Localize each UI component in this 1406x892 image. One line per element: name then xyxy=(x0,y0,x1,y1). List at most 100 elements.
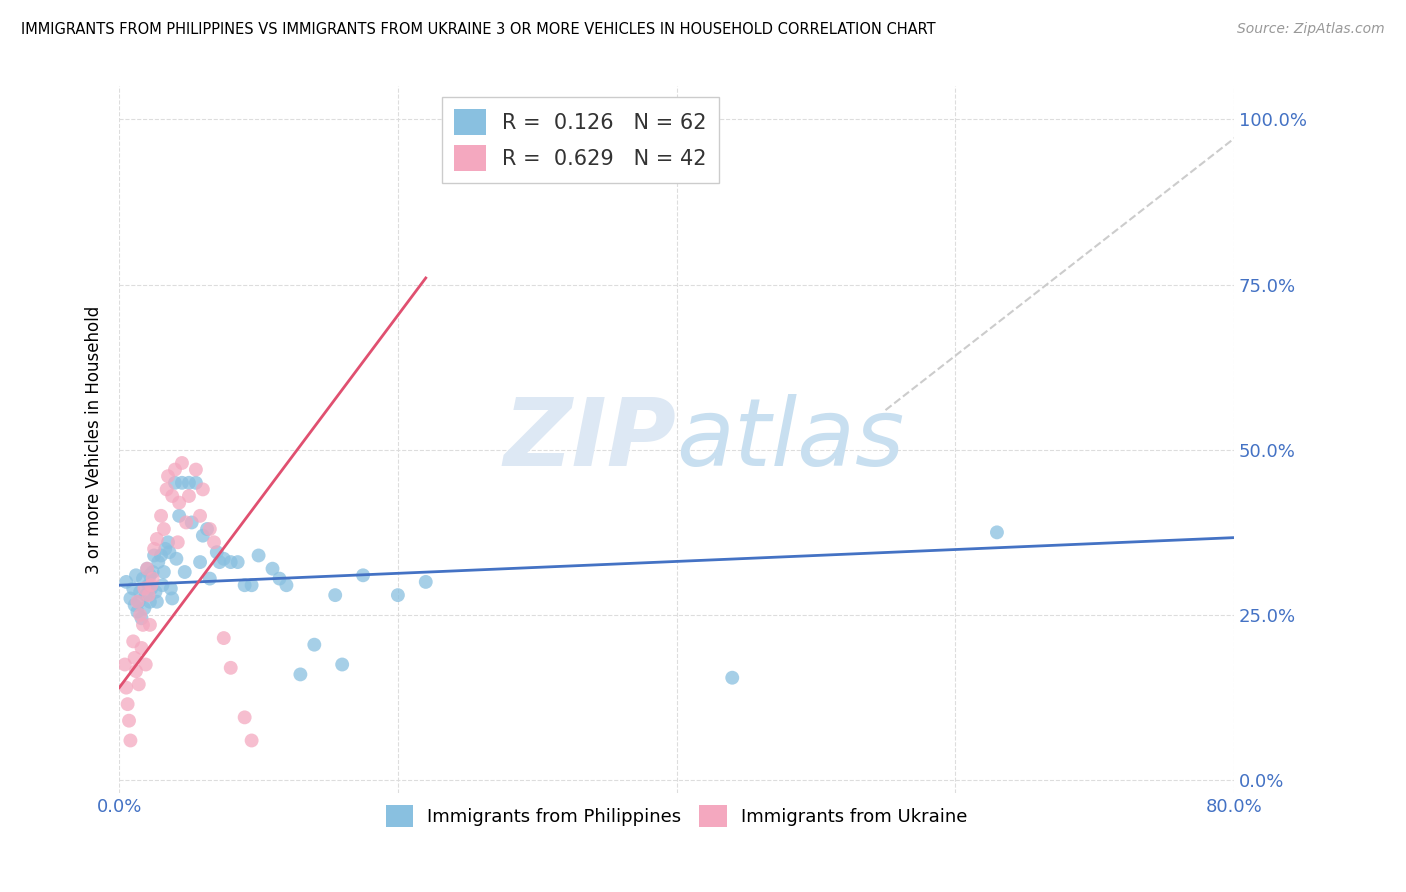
Point xyxy=(721,671,744,685)
Point xyxy=(143,549,166,563)
Point xyxy=(173,565,195,579)
Point xyxy=(125,568,148,582)
Point xyxy=(150,508,173,523)
Point xyxy=(127,595,149,609)
Point xyxy=(160,489,183,503)
Point xyxy=(155,541,177,556)
Point xyxy=(208,555,231,569)
Point xyxy=(142,565,165,579)
Point xyxy=(134,582,156,596)
Point xyxy=(212,631,235,645)
Text: IMMIGRANTS FROM PHILIPPINES VS IMMIGRANTS FROM UKRAINE 3 OR MORE VEHICLES IN HOU: IMMIGRANTS FROM PHILIPPINES VS IMMIGRANT… xyxy=(21,22,936,37)
Point xyxy=(163,475,186,490)
Point xyxy=(138,588,160,602)
Point xyxy=(131,640,153,655)
Point xyxy=(191,529,214,543)
Text: atlas: atlas xyxy=(676,394,905,485)
Point xyxy=(276,578,298,592)
Point xyxy=(240,578,263,592)
Point xyxy=(152,578,174,592)
Point xyxy=(148,555,170,569)
Point xyxy=(167,508,190,523)
Point xyxy=(134,601,156,615)
Point xyxy=(122,634,145,648)
Text: ZIP: ZIP xyxy=(503,394,676,486)
Point xyxy=(205,545,228,559)
Point xyxy=(226,555,249,569)
Point xyxy=(128,595,150,609)
Text: Source: ZipAtlas.com: Source: ZipAtlas.com xyxy=(1237,22,1385,37)
Point xyxy=(135,588,157,602)
Point xyxy=(138,578,160,592)
Point xyxy=(986,525,1008,540)
Point xyxy=(180,516,202,530)
Point xyxy=(153,522,176,536)
Point xyxy=(115,681,138,695)
Point xyxy=(269,572,291,586)
Point xyxy=(118,714,141,728)
Point xyxy=(153,565,176,579)
Point xyxy=(141,578,163,592)
Point xyxy=(143,541,166,556)
Legend: Immigrants from Philippines, Immigrants from Ukraine: Immigrants from Philippines, Immigrants … xyxy=(378,797,974,834)
Point xyxy=(156,483,179,497)
Point xyxy=(170,456,193,470)
Point xyxy=(219,661,242,675)
Point xyxy=(159,545,181,559)
Point xyxy=(290,667,312,681)
Point xyxy=(262,562,284,576)
Point xyxy=(129,607,152,622)
Point xyxy=(132,572,155,586)
Point xyxy=(146,595,169,609)
Point xyxy=(128,677,150,691)
Point xyxy=(188,555,211,569)
Point xyxy=(174,516,197,530)
Point xyxy=(184,462,207,476)
Point xyxy=(233,578,256,592)
Point xyxy=(167,495,190,509)
Point xyxy=(165,551,187,566)
Point xyxy=(198,572,221,586)
Point xyxy=(323,588,346,602)
Point xyxy=(247,549,270,563)
Point xyxy=(191,483,214,497)
Point xyxy=(124,598,146,612)
Point xyxy=(387,588,409,602)
Point xyxy=(125,664,148,678)
Point xyxy=(141,582,163,596)
Point xyxy=(177,489,200,503)
Point xyxy=(212,551,235,566)
Point xyxy=(127,605,149,619)
Point xyxy=(139,595,162,609)
Point xyxy=(233,710,256,724)
Y-axis label: 3 or more Vehicles in Household: 3 or more Vehicles in Household xyxy=(86,306,103,574)
Point xyxy=(139,568,162,582)
Point xyxy=(135,657,157,672)
Point xyxy=(163,462,186,476)
Point xyxy=(150,549,173,563)
Point xyxy=(198,522,221,536)
Point xyxy=(115,574,138,589)
Point xyxy=(177,475,200,490)
Point xyxy=(240,733,263,747)
Point xyxy=(415,574,437,589)
Point xyxy=(170,475,193,490)
Point xyxy=(142,572,165,586)
Point xyxy=(160,591,183,606)
Point xyxy=(157,469,180,483)
Point xyxy=(120,591,142,606)
Point xyxy=(120,733,142,747)
Point xyxy=(184,475,207,490)
Point xyxy=(157,535,180,549)
Point xyxy=(124,651,146,665)
Point xyxy=(202,535,225,549)
Point xyxy=(117,697,139,711)
Point xyxy=(114,657,136,672)
Point xyxy=(304,638,326,652)
Point xyxy=(159,582,181,596)
Point xyxy=(136,562,159,576)
Point xyxy=(188,508,211,523)
Point xyxy=(132,618,155,632)
Point xyxy=(136,562,159,576)
Point xyxy=(139,618,162,632)
